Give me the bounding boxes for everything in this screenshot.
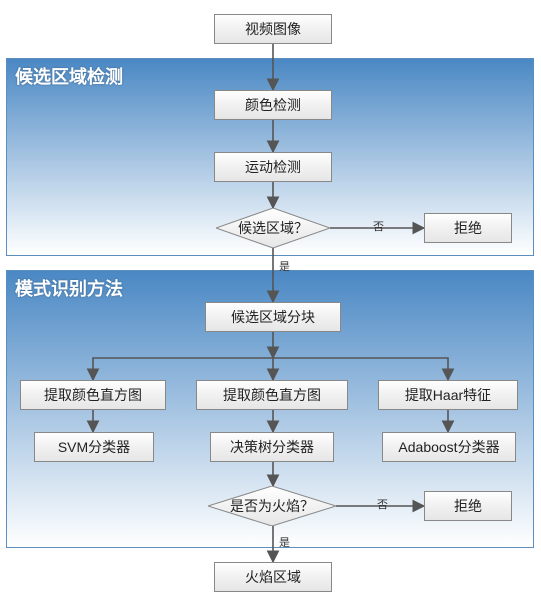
edge-label: 否 xyxy=(372,218,385,234)
node-n_block: 候选区域分块 xyxy=(205,302,341,332)
node-n_fire_q: 是否为火焰？ xyxy=(208,486,336,526)
node-label: 是否为火焰？ xyxy=(230,496,314,516)
node-n_video: 视频图像 xyxy=(214,14,332,44)
edge-label: 是 xyxy=(278,258,291,274)
node-n_cls2: 决策树分类器 xyxy=(210,432,334,462)
node-n_feat1: 提取颜色直方图 xyxy=(20,380,166,410)
node-n_cls3: Adaboost分类器 xyxy=(382,432,516,462)
node-n_fire: 火焰区域 xyxy=(214,562,332,592)
node-n_feat2: 提取颜色直方图 xyxy=(196,380,348,410)
node-n_reject1: 拒绝 xyxy=(424,213,512,243)
node-n_motion: 运动检测 xyxy=(214,152,332,182)
node-n_cls1: SVM分类器 xyxy=(34,432,154,462)
node-n_color: 颜色检测 xyxy=(214,90,332,120)
node-label: 候选区域？ xyxy=(238,218,308,238)
edge-label: 否 xyxy=(376,496,389,512)
node-n_feat3: 提取Haar特征 xyxy=(378,380,518,410)
section-title: 候选区域检测 xyxy=(15,63,123,89)
node-n_reject2: 拒绝 xyxy=(424,491,512,521)
node-n_cand_q: 候选区域？ xyxy=(216,208,330,248)
section-title: 模式识别方法 xyxy=(15,275,123,301)
edge-label: 是 xyxy=(278,534,291,550)
